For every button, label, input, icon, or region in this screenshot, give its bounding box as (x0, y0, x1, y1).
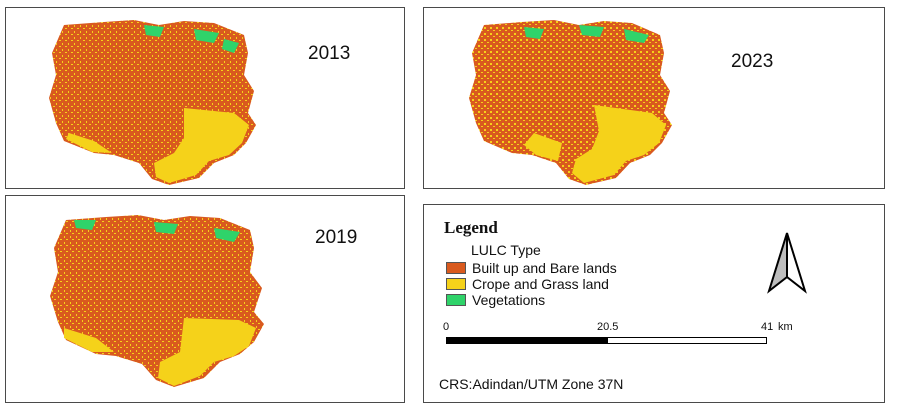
vegetation-area (154, 222, 178, 234)
lulc-map-2019 (50, 215, 264, 387)
crs-label: CRS:Adindan/UTM Zone 37N (439, 376, 624, 392)
scale-bar: 0 20.5 41 km (443, 321, 793, 361)
crop-area (64, 328, 114, 352)
lulc-map-2013 (49, 20, 256, 185)
vegetation-area (214, 228, 240, 242)
north-arrow-icon (767, 232, 807, 294)
map-panel-2019: 2019 (5, 195, 405, 403)
legend-swatch (446, 293, 466, 306)
legend-item-crop-grass: Crope and Grass land (446, 275, 609, 292)
legend-subtitle: LULC Type (471, 242, 541, 258)
legend-item-vegetation: Vegetations (446, 291, 545, 308)
legend-swatch (446, 277, 466, 290)
legend-label: Built up and Bare lands (472, 259, 617, 276)
vegetation-area (222, 39, 239, 53)
crop-area (572, 105, 666, 183)
legend-item-built-up: Built up and Bare lands (446, 259, 617, 276)
scale-segment-white (607, 337, 767, 344)
vegetation-area (579, 25, 604, 37)
district-region (469, 20, 672, 185)
scale-label-0: 0 (443, 321, 450, 333)
vegetation-area (194, 29, 219, 43)
crop-area (524, 133, 562, 161)
legend-title: Legend (444, 218, 498, 237)
vegetation-area (624, 29, 649, 43)
crop-area (66, 133, 112, 153)
vegetation-area (144, 25, 164, 37)
year-label: 2019 (315, 227, 358, 248)
vegetation-area (74, 220, 96, 230)
scale-units: km (778, 321, 793, 333)
lulc-map-2023 (469, 20, 672, 185)
scale-label-max: 41 (761, 321, 774, 333)
map-panel-2023: 2023 (423, 7, 885, 189)
year-label: 2023 (731, 51, 774, 72)
map-panel-2013: 2013 (5, 7, 405, 189)
crop-area (158, 318, 256, 386)
legend-label: Vegetations (472, 291, 546, 308)
legend-label: Crope and Grass land (472, 275, 609, 292)
legend-swatch (446, 261, 466, 274)
crop-area (154, 108, 249, 183)
legend-panel: Legend LULC Type Built up and Bare lands… (423, 204, 885, 403)
year-label: 2013 (308, 43, 351, 64)
vegetation-area (524, 27, 544, 39)
scale-segment-black (446, 337, 608, 344)
scale-label-mid: 20.5 (597, 321, 619, 333)
